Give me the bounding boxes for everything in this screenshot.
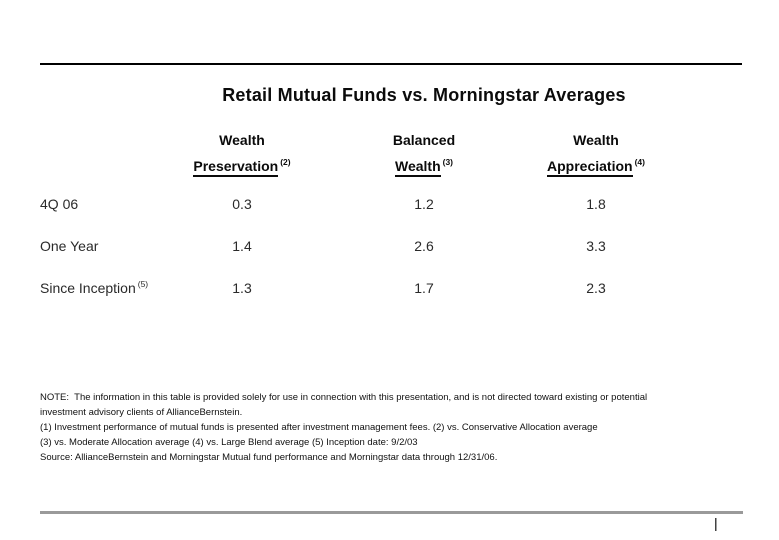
table-cell: 1.4 — [232, 238, 252, 254]
underlined-word: Preservation — [193, 159, 279, 177]
row-label: Since Inception (5) — [40, 280, 152, 296]
footnotes: NOTE: The information in this table is p… — [40, 390, 760, 465]
table-cell: 2.3 — [586, 280, 606, 296]
table-cell: 0.3 — [232, 196, 252, 212]
table-cell: 1.7 — [414, 280, 434, 296]
footnote-marker: (5) — [137, 279, 149, 290]
table-row-4q06: 4Q 06 0.3 1.2 1.8 — [40, 196, 676, 212]
column-header-line2: Preservation (2) — [152, 153, 332, 179]
footnote-line: Source: AllianceBernstein and Morningsta… — [40, 452, 498, 463]
page-number-placeholder: | — [714, 515, 718, 531]
top-divider — [40, 63, 742, 65]
column-header-wealth-appreciation: Wealth Appreciation (4) — [516, 127, 676, 179]
column-header-line1: Wealth — [219, 132, 265, 148]
slide-title: Retail Mutual Funds vs. Morningstar Aver… — [222, 85, 626, 105]
column-header-line1: Wealth — [573, 132, 619, 148]
column-header-line2: Appreciation (4) — [516, 153, 676, 179]
table-cell: 3.3 — [586, 238, 606, 254]
table-row-since-inception: Since Inception (5) 1.3 1.7 2.3 — [40, 280, 676, 296]
footnote-line: (1) Investment performance of mutual fun… — [40, 422, 598, 433]
row-label-text: Since Inception — [40, 280, 136, 296]
table-cell: 1.3 — [232, 280, 252, 296]
row-label: One Year — [40, 238, 99, 254]
underlined-word: Appreciation — [547, 159, 633, 177]
row-label: 4Q 06 — [40, 196, 79, 212]
column-header-balanced-wealth: Balanced Wealth (3) — [332, 127, 516, 179]
column-header-line1: Balanced — [392, 132, 456, 148]
table-header-row: Wealth Preservation (2) Balanced Wealth (3… — [40, 127, 676, 179]
underlined-word: Wealth — [394, 159, 441, 177]
footnote-line: (3) vs. Moderate Allocation average (4) … — [40, 437, 418, 448]
column-header-line2: Wealth (3) — [332, 153, 516, 179]
footnote-marker: (4) — [634, 157, 645, 168]
footnote-marker: (2) — [280, 157, 291, 168]
column-header-wealth-preservation: Wealth Preservation (2) — [152, 127, 332, 179]
footnote-line: NOTE: The information in this table is p… — [40, 392, 648, 403]
footnote-line: investment advisory clients of AllianceB… — [40, 407, 243, 418]
bottom-divider — [40, 511, 743, 514]
footnote-marker: (3) — [442, 157, 454, 168]
table-cell: 2.6 — [414, 238, 434, 254]
table-cell: 1.2 — [414, 196, 434, 212]
table-row-one-year: One Year 1.4 2.6 3.3 — [40, 238, 676, 254]
table-cell: 1.8 — [586, 196, 606, 212]
